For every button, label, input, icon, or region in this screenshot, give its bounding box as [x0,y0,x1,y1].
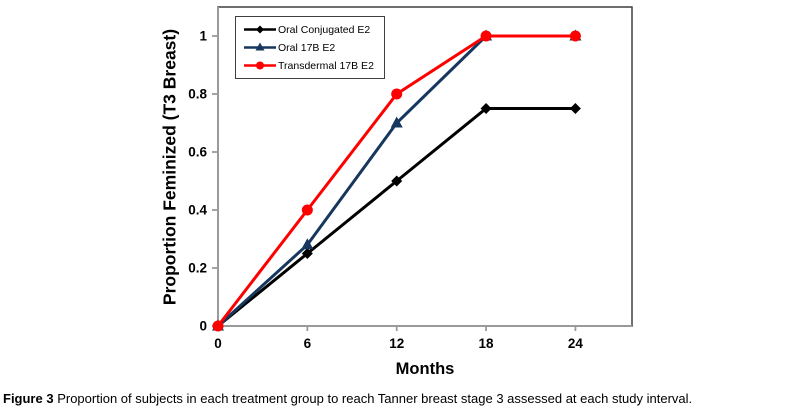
series-marker-1 [390,116,403,128]
legend-marker-0 [256,25,264,34]
series-marker-2 [569,30,581,42]
legend-circle-icon [244,61,276,70]
y-tick-label: 0.4 [188,203,207,218]
y-tick-label: 0.6 [188,145,207,160]
x-tick-label: 18 [479,336,495,351]
x-tick-label: 24 [568,336,584,351]
series-marker-0 [301,248,313,259]
x-tick-label: 0 [214,336,222,351]
legend-label: Oral 17B E2 [278,41,336,54]
legend-marker-2 [256,61,264,70]
plot-area: 0 0.2 0.4 0.6 0.8 1 0 6 12 18 24 [188,6,633,351]
series-marker-2 [480,30,492,42]
series-line-0 [217,107,576,328]
x-tick-label: 12 [389,336,404,351]
legend-diamond-icon [244,25,276,34]
y-axis-title: Proportion Feminized (T3 Breast) [159,28,180,306]
y-tick-label: 0.8 [188,87,207,102]
series-marker-0 [480,103,492,114]
figure-caption-label: Figure 3 [3,391,54,406]
series-marker-2 [301,204,313,216]
legend-label: Transdermal 17B E2 [278,59,374,72]
legend-item-2: Transdermal 17B E2 [244,59,374,72]
legend-item-0: Oral Conjugated E2 [244,23,374,36]
y-tick-label: 0 [199,319,207,334]
series-marker-2 [212,320,224,332]
series-marker-0 [391,175,403,187]
legend: Oral Conjugated E2 Oral 17B E2 Transdermal… [235,16,385,79]
series-marker-1 [301,238,314,250]
figure-caption-text: Proportion of subjects in each treatment… [53,391,693,406]
legend-label: Oral Conjugated E2 [278,23,371,36]
figure-caption: Figure 3 Proportion of subjects in each … [3,391,792,407]
legend-marker-1 [255,42,265,51]
x-tick-label: 6 [304,336,312,351]
x-axis-title: Months [395,360,455,378]
y-tick-label: 1 [199,29,207,44]
legend-item-1: Oral 17B E2 [244,41,374,54]
series-marker-2 [391,88,403,100]
y-tick-label: 0.2 [188,261,207,276]
legend-triangle-icon [244,42,276,51]
series-marker-0 [569,103,581,114]
